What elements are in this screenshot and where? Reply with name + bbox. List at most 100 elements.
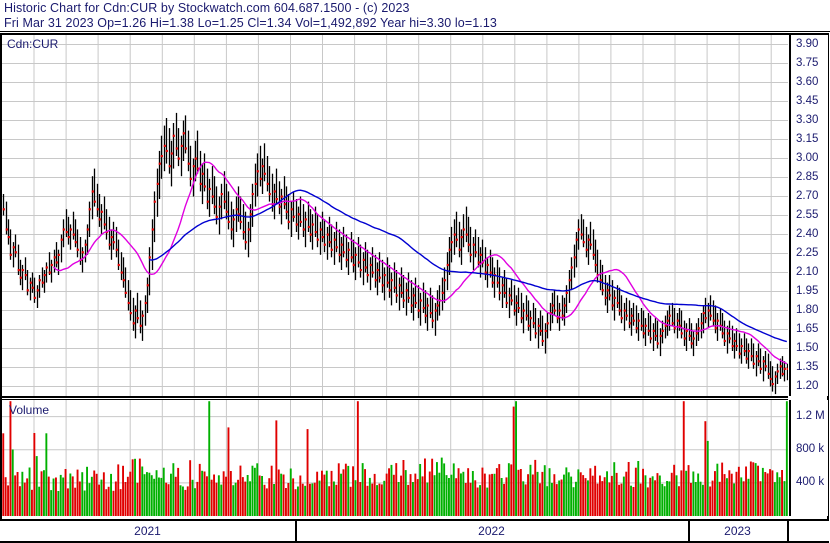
volume-bar [634, 467, 637, 516]
close-tick [623, 309, 626, 312]
close-tick [776, 370, 779, 373]
close-tick [316, 238, 319, 241]
volume-bar [323, 474, 326, 516]
volume-bar [491, 473, 493, 516]
volume-bar [546, 486, 549, 516]
close-tick [213, 205, 216, 208]
close-tick [199, 182, 202, 185]
volume-bar [388, 468, 390, 516]
volume-bar [539, 483, 541, 516]
chart-header: Historic Chart for Cdn:CUR by Stockwatch… [0, 0, 830, 32]
volume-bar [98, 484, 100, 516]
close-tick [647, 329, 650, 332]
volume-bar [404, 470, 407, 516]
volume-bar [615, 472, 618, 516]
close-tick [520, 317, 523, 320]
volume-bar [299, 475, 302, 516]
volume-bar [232, 485, 235, 516]
volume-bar [390, 464, 393, 516]
close-tick [328, 241, 331, 244]
close-tick [779, 365, 782, 368]
close-tick [268, 193, 271, 196]
volume-plot[interactable] [2, 400, 788, 516]
close-tick [666, 319, 669, 322]
volume-bar [227, 427, 230, 516]
volume-panel[interactable] [2, 400, 788, 516]
close-tick [527, 324, 530, 327]
close-tick [81, 251, 84, 254]
price-plot[interactable] [2, 35, 788, 396]
panel-separator-2 [2, 399, 788, 400]
close-tick [9, 253, 12, 256]
volume-bar [771, 470, 774, 516]
price-axis-label: 3.75 [796, 56, 819, 69]
volume-bar [618, 484, 620, 516]
close-tick [774, 375, 777, 378]
close-tick [53, 256, 56, 259]
close-tick [19, 276, 22, 279]
volume-bar [675, 475, 678, 516]
close-tick [589, 243, 592, 246]
volume-bar [383, 480, 386, 516]
close-tick [410, 304, 413, 307]
volume-bar [531, 474, 534, 516]
volume-bar [476, 487, 479, 516]
close-tick [573, 256, 576, 259]
volume-bar [273, 484, 275, 516]
close-tick [352, 263, 355, 267]
close-tick [381, 284, 384, 287]
volume-bar [785, 401, 788, 516]
volume-bar [610, 475, 613, 516]
close-tick [14, 251, 17, 254]
close-tick [762, 360, 765, 363]
volume-bar [474, 480, 477, 516]
close-tick [156, 182, 159, 185]
close-tick [721, 332, 724, 335]
close-tick [170, 152, 173, 155]
volume-bar [311, 483, 314, 516]
volume-bar [4, 477, 7, 516]
close-tick [673, 327, 676, 330]
close-tick [704, 317, 707, 320]
close-tick [429, 312, 432, 315]
volume-bar [764, 472, 767, 516]
close-tick [127, 301, 130, 305]
close-tick [309, 233, 312, 236]
volume-bar [356, 401, 359, 516]
volume-bar [646, 487, 649, 516]
volume-bar [742, 481, 745, 516]
volume-bar [249, 481, 251, 516]
volume-bar [234, 482, 237, 516]
volume-bar [342, 469, 345, 516]
close-tick [26, 289, 29, 292]
volume-bar [265, 488, 268, 516]
price-panel[interactable] [2, 35, 788, 396]
close-tick [144, 301, 147, 305]
close-tick [319, 228, 322, 231]
volume-bar [337, 463, 340, 516]
close-tick [731, 345, 734, 348]
close-tick [668, 314, 671, 317]
close-tick [84, 243, 87, 246]
close-tick [108, 243, 111, 246]
close-tick [582, 241, 585, 244]
volume-bar [45, 433, 48, 516]
close-tick [685, 329, 688, 332]
close-tick [12, 246, 15, 249]
volume-bar [773, 482, 776, 516]
volume-bar [380, 484, 383, 516]
volume-bar [457, 468, 460, 516]
close-tick [57, 253, 60, 256]
volume-bar [467, 468, 470, 516]
volume-bar [416, 479, 419, 516]
volume-bar [527, 474, 529, 516]
volume-bar [74, 487, 77, 516]
volume-bar [134, 458, 136, 516]
close-tick [50, 263, 53, 267]
close-tick [86, 228, 89, 231]
close-tick [585, 248, 588, 251]
volume-bar [184, 489, 187, 516]
close-tick [259, 177, 262, 180]
volume-bar [148, 472, 151, 516]
volume-bar [608, 482, 611, 516]
